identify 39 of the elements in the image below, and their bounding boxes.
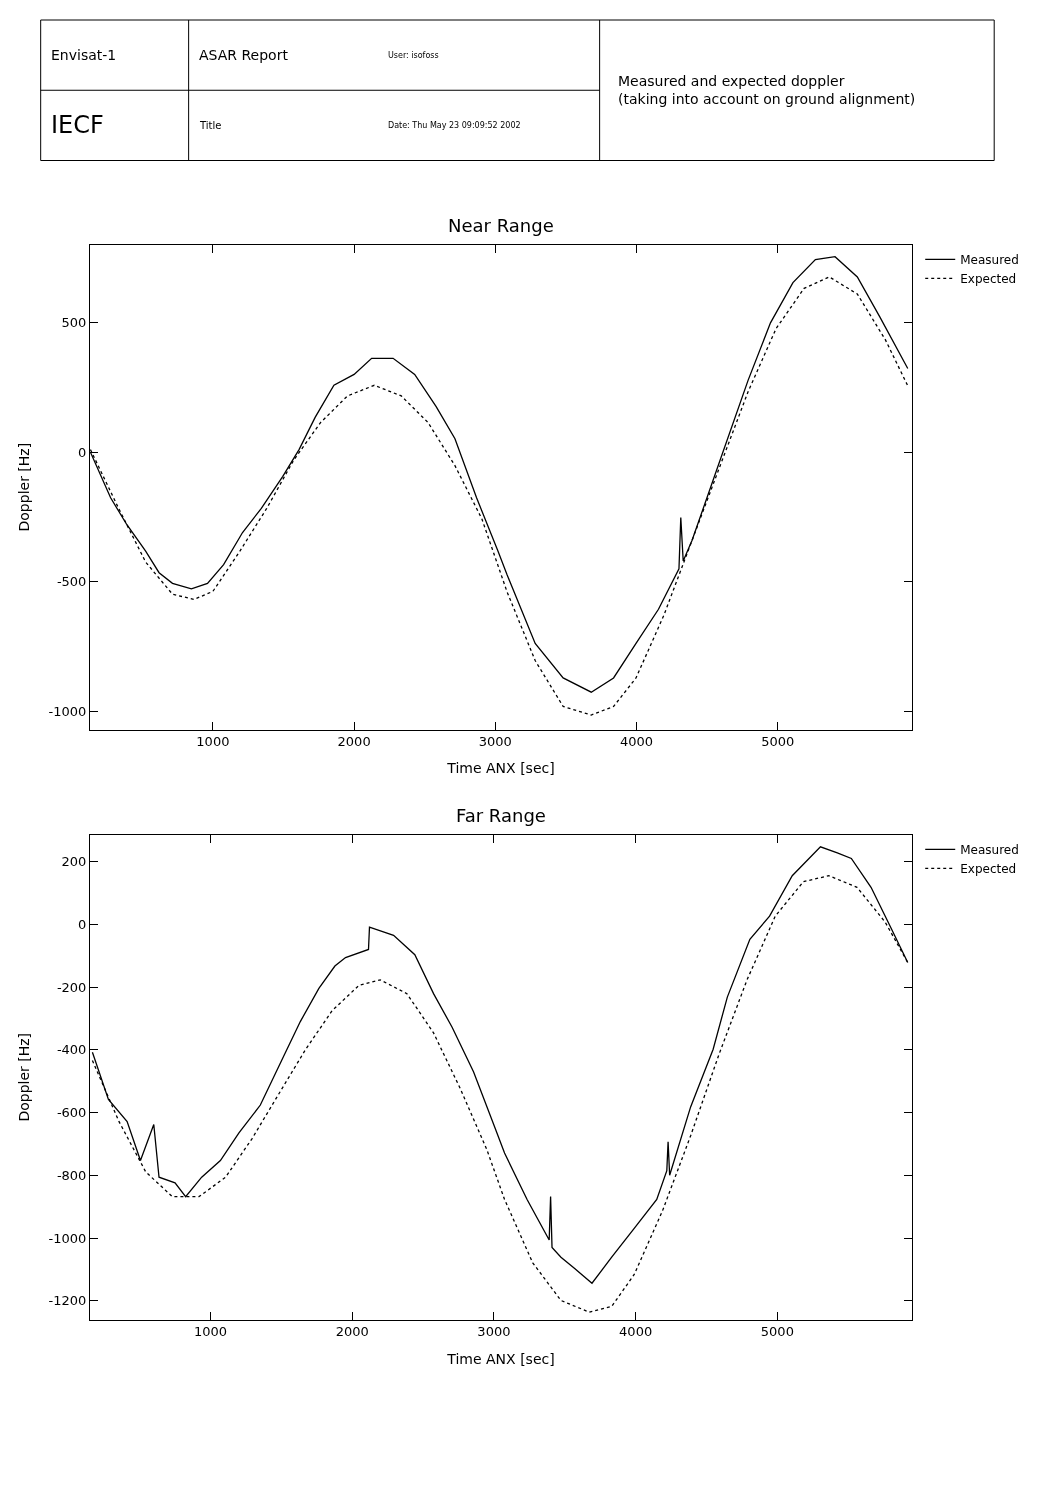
y-tick-label: -600: [56, 1105, 87, 1121]
y-tick-label: -400: [56, 1042, 87, 1058]
x-tick-label: 4000: [619, 1324, 653, 1340]
x-tick-label: 2000: [335, 1324, 369, 1340]
chart-title: Far Range: [456, 805, 546, 826]
text: ASAR Report: [199, 47, 289, 63]
y-tick-label: -1000: [48, 703, 87, 719]
text: Date: Thu May 23 09:09:52 2002: [388, 121, 521, 130]
text: User: isofoss: [388, 51, 439, 60]
text: IECF: [51, 111, 104, 139]
x-tick-label: 1000: [196, 734, 230, 750]
x-tick-label: 5000: [760, 1324, 794, 1340]
y-tick-label: 0: [78, 444, 87, 460]
x-tick-label: 5000: [761, 734, 795, 750]
text: Title: [199, 120, 222, 131]
y-tick-label: 0: [78, 916, 87, 932]
legend-label: Measured: [960, 252, 1019, 267]
legend-label: Measured: [960, 843, 1019, 858]
y-tick-label: -1000: [48, 1230, 87, 1246]
x-axis-title: Time ANX [sec]: [446, 1350, 555, 1367]
legend-label: Expected: [960, 271, 1017, 286]
y-axis-title: Doppler [Hz]: [16, 1032, 33, 1122]
y-tick-label: -800: [56, 1167, 87, 1183]
y-tick-label: -500: [56, 574, 87, 590]
y-tick-label: 200: [61, 854, 87, 870]
x-tick-label: 3000: [478, 734, 512, 750]
y-axis-title: Doppler [Hz]: [16, 442, 33, 532]
x-axis-title: Time ANX [sec]: [446, 760, 555, 777]
text: Measured and expected doppler (taking into account on ground alignment): [618, 73, 916, 108]
x-tick-label: 3000: [477, 1324, 511, 1340]
text: Envisat-1: [51, 47, 117, 63]
legend-label: Expected: [960, 862, 1017, 877]
chart-title: Near Range: [448, 215, 554, 236]
x-tick-label: 2000: [337, 734, 371, 750]
x-tick-label: 1000: [193, 1324, 228, 1340]
y-tick-label: -1200: [48, 1293, 87, 1309]
y-tick-label: 500: [61, 315, 87, 331]
x-tick-label: 4000: [620, 734, 654, 750]
y-tick-label: -200: [56, 979, 87, 995]
